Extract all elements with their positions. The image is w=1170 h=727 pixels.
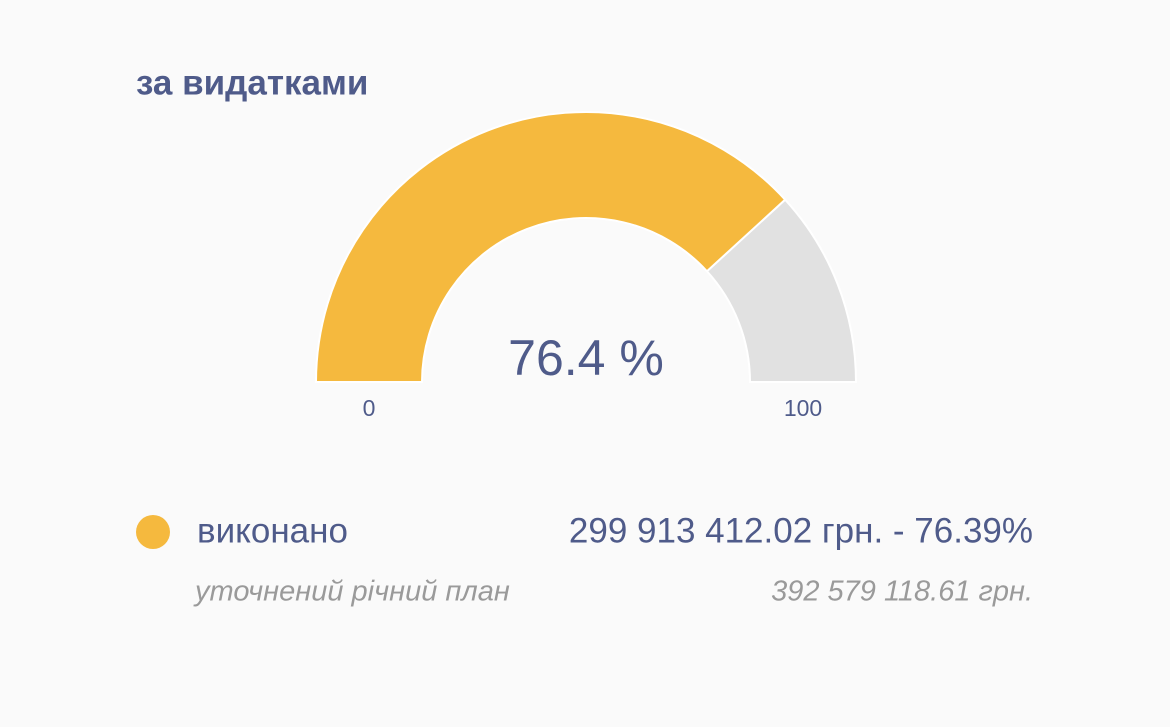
legend-name: виконано — [197, 511, 348, 550]
gauge-tick-label: 0 — [363, 395, 376, 421]
gauge-value — [314, 111, 787, 383]
legend-value: 299 913 412.02 грн. - 76.39% — [569, 511, 1033, 550]
gauge-track — [705, 198, 858, 383]
gauge-value-label: 76.4 % — [508, 330, 664, 386]
gauge-tick-label: 100 — [784, 395, 822, 421]
plan-value: 392 579 118.61 грн. — [771, 576, 1033, 608]
legend-dot — [136, 515, 170, 549]
chart-title: за видатками — [136, 63, 368, 102]
plan-label: уточнений річний план — [193, 576, 510, 608]
